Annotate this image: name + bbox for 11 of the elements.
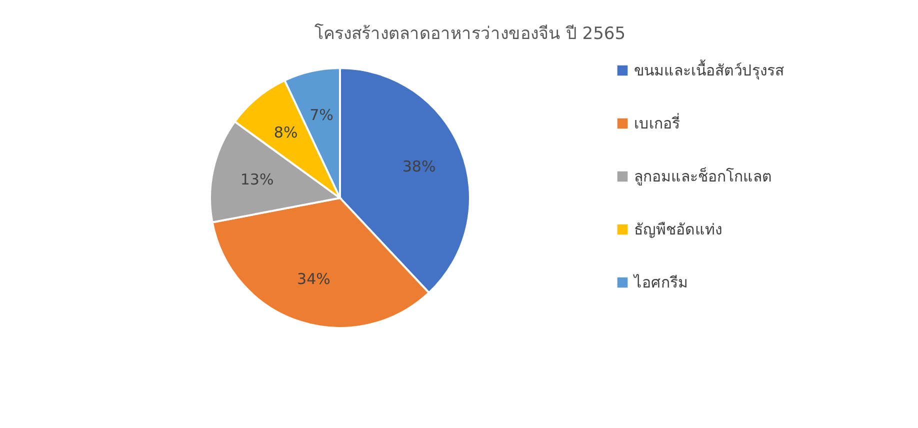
chart-title: โครงสร้างตลาดอาหารว่างของจีน ปี 2565 bbox=[314, 23, 626, 44]
legend-label: ลูกอมและช็อกโกแลต bbox=[634, 166, 772, 186]
legend-label: ขนมและเนื้อสัตว์ปรุงรส bbox=[634, 60, 784, 80]
data-label: 7% bbox=[310, 106, 334, 124]
legend-label: ธัญพืชอัดแท่ง bbox=[634, 220, 722, 238]
data-label: 13% bbox=[240, 170, 274, 188]
legend-label: ไอศกรีม bbox=[633, 274, 688, 292]
data-label: 34% bbox=[297, 270, 330, 288]
data-label: 38% bbox=[402, 158, 436, 176]
data-label: 8% bbox=[274, 124, 298, 142]
legend-label: เบเกอรี่ bbox=[634, 112, 680, 132]
